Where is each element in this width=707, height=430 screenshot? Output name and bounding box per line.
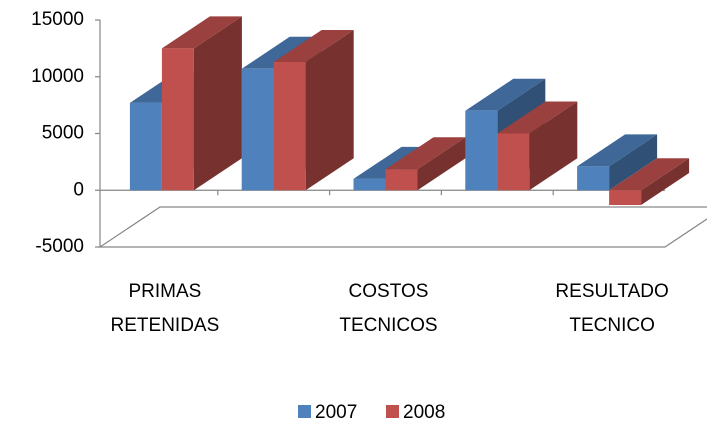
- legend: 2007 2008: [298, 402, 445, 423]
- bar: [497, 101, 578, 191]
- y-tick-label: -5000: [35, 236, 84, 257]
- bar-top: [465, 78, 546, 111]
- floor: -5000 0 5000 10000 15000 PRIMAS RETENIDAS COSTO…: [31, 9, 707, 336]
- legend-label: 2008: [403, 402, 445, 423]
- y-tick-label: 5000: [42, 123, 84, 144]
- bar-front: [497, 133, 530, 191]
- bar-side: [417, 137, 466, 191]
- bar-top: [161, 16, 242, 49]
- bar-top: [577, 134, 658, 167]
- bar: [273, 29, 354, 191]
- legend-label: 2007: [315, 402, 357, 423]
- bar-top: [497, 101, 578, 134]
- bar-side: [305, 29, 354, 191]
- bar-front: [577, 166, 610, 191]
- y-tick-label: 15000: [31, 9, 84, 30]
- bar: [577, 134, 658, 191]
- bar-top: [273, 29, 354, 62]
- legend-swatch: [386, 405, 399, 418]
- bar-front: [353, 178, 386, 191]
- bar-front: [465, 110, 498, 191]
- bar-front: [609, 190, 642, 206]
- bar-front: [241, 68, 274, 191]
- x-tick-label: RESULTADO TECNICO: [555, 281, 668, 336]
- legend-swatch: [298, 405, 311, 418]
- x-tick-label: PRIMAS RETENIDAS: [111, 281, 220, 336]
- bar-side: [641, 158, 690, 206]
- floor-outline: [98, 206, 707, 248]
- bar: [385, 137, 466, 191]
- bar-side: [529, 101, 578, 191]
- bar-front: [129, 102, 162, 191]
- bar-top: [385, 137, 466, 170]
- bar: [609, 158, 690, 206]
- x-tick-label: COSTOS TECNICOS: [339, 281, 437, 336]
- bar-front: [385, 169, 418, 191]
- y-tick-label: 10000: [31, 66, 84, 87]
- bar-front: [161, 48, 194, 191]
- bar-side: [609, 134, 658, 191]
- bar-top: [609, 158, 690, 191]
- y-tick-label: 0: [73, 179, 84, 200]
- bar-front: [273, 61, 306, 191]
- bar-side: [193, 16, 242, 191]
- plot-area: [129, 16, 690, 206]
- bar: [161, 16, 242, 191]
